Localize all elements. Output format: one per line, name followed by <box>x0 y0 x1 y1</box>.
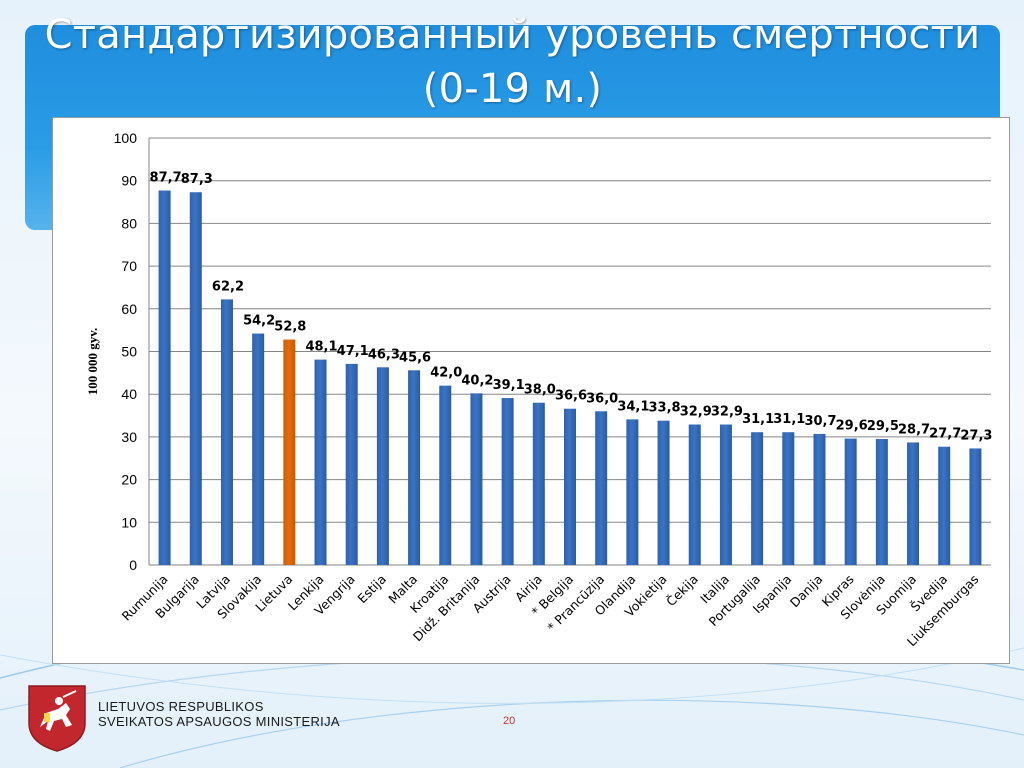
data-label: 32,9 <box>711 405 743 420</box>
bar-24 <box>875 439 888 565</box>
bar-13 <box>532 402 545 565</box>
bar-3 <box>220 299 233 565</box>
ministry-line-2: SVEIKATOS APSAUGOS MINISTERIJA <box>98 714 340 729</box>
bar-4 <box>252 333 265 565</box>
data-label: 42,0 <box>430 366 462 381</box>
data-label: 34,1 <box>617 399 649 414</box>
x-tick-label: Danija <box>787 572 826 611</box>
ministry-name: LIETUVOS RESPUBLIKOS SVEIKATOS APSAUGOS … <box>98 699 340 729</box>
data-label: 38,0 <box>524 383 556 398</box>
data-label: 62,2 <box>212 279 244 294</box>
y-axis-label: 100 000 gyv. <box>85 328 100 396</box>
data-label: 31,1 <box>742 412 774 427</box>
bar-22 <box>813 433 826 565</box>
bar-10 <box>439 385 452 565</box>
data-label: 36,6 <box>555 389 587 404</box>
y-tick-label: 90 <box>121 173 137 189</box>
data-label: 30,7 <box>804 414 836 429</box>
y-tick-label: 40 <box>121 386 137 402</box>
data-label: 47,1 <box>337 344 369 359</box>
slide-title: Стандартизированный уровень смертности (… <box>25 8 1000 116</box>
bar-20 <box>751 432 764 565</box>
y-tick-label: 100 <box>114 130 138 146</box>
lithuania-coat-of-arms-logo <box>28 685 86 752</box>
title-line-1: Стандартизированный уровень смертности <box>44 12 981 58</box>
bar-17 <box>657 420 670 565</box>
y-tick-label: 0 <box>129 557 137 573</box>
ministry-line-1: LIETUVOS RESPUBLIKOS <box>98 699 264 714</box>
bar-23 <box>844 438 857 565</box>
data-label: 48,1 <box>305 340 337 355</box>
data-label: 27,7 <box>929 427 961 442</box>
bar-26 <box>938 446 951 565</box>
bar-8 <box>376 367 389 565</box>
bar-27 <box>969 448 982 565</box>
y-tick-label: 30 <box>121 429 137 445</box>
bar-16 <box>626 419 639 565</box>
bar-18 <box>688 424 701 565</box>
data-label: 40,2 <box>461 373 493 388</box>
data-label: 36,0 <box>586 391 618 406</box>
data-label: 39,1 <box>493 378 525 393</box>
data-label: 33,8 <box>649 401 681 416</box>
bar-9 <box>408 370 421 565</box>
chart-panel: 0 10 20 30 40 50 60 70 80 90 100 100 000 gyv. 87,7 Ru… <box>52 117 1010 664</box>
bar-5 <box>283 339 296 565</box>
data-label: 87,7 <box>150 171 182 186</box>
bar-15 <box>595 411 608 565</box>
bar-2 <box>189 192 202 565</box>
bar-6 <box>314 359 327 565</box>
bar-19 <box>719 424 732 565</box>
data-label: 32,9 <box>680 405 712 420</box>
bar-11 <box>470 393 483 565</box>
data-label: 87,3 <box>181 172 213 187</box>
y-tick-label: 60 <box>121 301 137 317</box>
data-label: 29,5 <box>867 419 899 434</box>
bar-14 <box>564 408 576 565</box>
bar-12 <box>501 398 514 565</box>
x-tick-label: Čekija <box>663 572 701 610</box>
y-tick-label: 70 <box>121 258 137 274</box>
data-label: 31,1 <box>773 412 805 427</box>
data-label: 29,6 <box>836 419 868 434</box>
data-label: 54,2 <box>243 314 275 329</box>
bar-1 <box>158 190 171 565</box>
data-label: 46,3 <box>368 347 400 362</box>
page-number: 20 <box>503 715 516 727</box>
title-line-2: (0-19 м.) <box>422 66 603 112</box>
y-tick-label: 50 <box>121 344 137 360</box>
bar-25 <box>907 442 920 565</box>
x-tick-label: Estija <box>354 572 389 607</box>
data-label: 45,6 <box>399 350 431 365</box>
y-tick-label: 80 <box>121 215 137 231</box>
bar-7 <box>345 363 358 565</box>
data-label: 28,7 <box>898 422 930 437</box>
bar-21 <box>782 432 795 565</box>
y-tick-label: 20 <box>121 472 137 488</box>
data-label: 27,3 <box>960 428 992 443</box>
y-tick-label: 10 <box>121 514 137 530</box>
data-label: 52,8 <box>274 320 306 335</box>
